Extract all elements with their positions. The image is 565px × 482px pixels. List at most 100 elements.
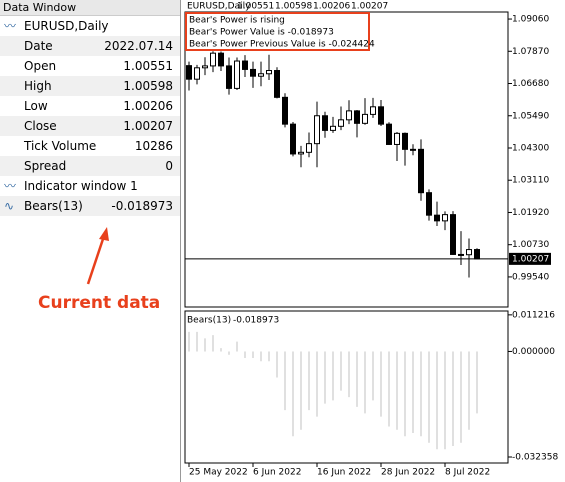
header-value: 1.00206: [313, 2, 350, 12]
x-tick-label: 28 Jun 2022: [381, 468, 435, 478]
candle-body: [354, 110, 360, 124]
candle-body: [274, 70, 280, 98]
arrow: [86, 227, 109, 285]
value: 10286: [134, 139, 173, 153]
candle-body: [466, 249, 472, 256]
icon: ∿: [4, 199, 15, 213]
value: -0.018973: [111, 199, 173, 213]
label: Tick Volume: [24, 139, 97, 153]
header-value: 1.00207: [351, 2, 388, 12]
candle-body: [458, 253, 464, 256]
candle-body: [362, 113, 368, 124]
value: 1.00551: [123, 59, 173, 73]
data-row: High 1.00598: [0, 76, 180, 96]
candle-body: [322, 115, 328, 131]
value: 1.00206: [123, 99, 173, 113]
current-price-box: [509, 252, 551, 265]
candle-body: [218, 52, 224, 67]
current-price-label: 1.00207: [512, 254, 549, 264]
indicator-row[interactable]: ∿ Bears(13) -0.018973: [0, 196, 180, 216]
x-tick-label: 6 Jun 2022: [253, 468, 301, 478]
candle-body: [250, 68, 256, 77]
label: Open: [24, 59, 57, 73]
candle-body: [242, 60, 248, 70]
chart-title: EURUSD,Daily: [187, 2, 251, 12]
indicator-window-row: 〰 Indicator window 1: [0, 176, 180, 196]
candle-body: [346, 110, 352, 121]
y-tick-label: 1.04300: [512, 143, 549, 153]
candle-body: [210, 52, 216, 67]
candle-body: [370, 106, 376, 115]
candle-body: [266, 70, 272, 75]
candle-body: [450, 214, 456, 255]
candle-body: [442, 214, 448, 222]
annotation: Current data: [38, 293, 161, 313]
candle-body: [474, 249, 480, 260]
candle-body: [378, 106, 384, 125]
y-tick-label: 1.00730: [512, 240, 549, 250]
candle-body: [282, 96, 288, 125]
candle-body: [338, 119, 344, 127]
icon: 〰: [4, 179, 17, 193]
candle-body: [234, 60, 240, 89]
candle-body: [298, 151, 304, 155]
candle-body: [418, 148, 424, 194]
header-value: 1.00598: [275, 2, 312, 12]
label: Date: [24, 39, 53, 53]
y-tick-label: 1.05490: [512, 111, 549, 121]
candle-body: [426, 192, 432, 216]
candle-body: [314, 115, 320, 145]
window-title: Data Window: [0, 0, 180, 16]
candle-body: [402, 132, 408, 150]
data-window: Data Window 〰 EURUSD,Daily Date 2022.07.14…: [0, 0, 181, 482]
indicator-value: -0.018973: [233, 316, 279, 326]
y-tick-label: 1.01920: [512, 208, 549, 218]
info-line: Bear's Power Previous Value is -0.024424: [189, 40, 375, 50]
info-line: Bear's Power is rising: [189, 16, 285, 26]
candle-body: [186, 65, 192, 80]
price-pane: [184, 11, 509, 308]
indicator-pane: [184, 310, 509, 464]
label: Close: [24, 119, 57, 133]
indicator-window: Indicator window 1: [24, 179, 138, 193]
data-row: Close 1.00207: [0, 116, 180, 136]
candle-body: [202, 65, 208, 69]
label: Spread: [24, 159, 67, 173]
candle-body: [386, 123, 392, 145]
header-value: 1.00551: [237, 2, 274, 12]
y-tick-label: 1.03110: [512, 176, 549, 186]
symbol-row: 〰 EURUSD,Daily: [0, 16, 180, 36]
candle-body: [258, 73, 264, 77]
data-row: Tick Volume 10286: [0, 136, 180, 156]
label: High: [24, 79, 52, 93]
y-tick-label: 0.99540: [512, 272, 549, 282]
candle-body: [194, 67, 200, 80]
candle-body: [410, 148, 416, 151]
y-tick-label: 1.07870: [512, 47, 549, 57]
candle-body: [330, 125, 336, 131]
y-tick-label: 0.011216: [512, 310, 555, 320]
data-row: Spread 0: [0, 156, 180, 176]
value: 2022.07.14: [104, 39, 173, 53]
data-row: Low 1.00206: [0, 96, 180, 116]
candle-body: [306, 143, 312, 153]
data-row: Date 2022.07.14: [0, 36, 180, 56]
x-tick-label: 25 May 2022: [189, 468, 248, 478]
x-tick-label: 8 Jul 2022: [445, 468, 490, 478]
label: Low: [24, 99, 48, 113]
candle-body: [434, 214, 440, 222]
data-row: Open 1.00551: [0, 56, 180, 76]
x-tick-label: 16 Jun 2022: [317, 468, 371, 478]
indicator-title: Bears(13): [187, 316, 231, 326]
label: Bears(13): [24, 199, 83, 213]
candle-body: [290, 123, 296, 155]
icon: 〰: [4, 19, 17, 33]
y-tick-label: -0.032358: [512, 452, 558, 462]
symbol: EURUSD,Daily: [24, 19, 109, 33]
info-box: [185, 12, 370, 51]
y-tick-label: 1.06680: [512, 79, 549, 89]
y-tick-label: 0.000000: [512, 347, 555, 357]
y-tick-label: 1.09060: [512, 15, 549, 25]
value: 1.00598: [123, 79, 173, 93]
